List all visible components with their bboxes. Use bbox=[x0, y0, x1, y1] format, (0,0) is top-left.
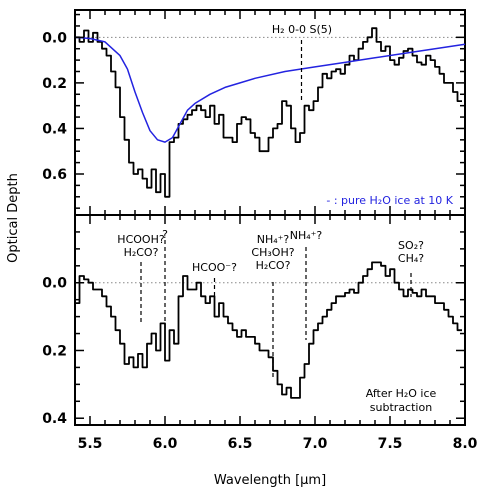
top-panel-frame bbox=[74, 9, 466, 216]
x-tick-label: 7.0 bbox=[303, 436, 328, 452]
annotation-label: CH₃OH? bbox=[251, 246, 294, 259]
x-axis-title: Wavelength [μm] bbox=[214, 473, 326, 488]
series-line-observed bbox=[75, 27, 462, 198]
y-tick-label: 0.2 bbox=[42, 343, 67, 359]
h2-line-label: H₂ 0-0 S(5) bbox=[272, 23, 332, 36]
y-tick-label: 0.2 bbox=[42, 76, 67, 92]
legend-water-ice: - : pure H₂O ice at 10 K bbox=[326, 194, 453, 207]
x-tick-label: 8.0 bbox=[453, 436, 478, 452]
bottom-panel-plot bbox=[75, 261, 465, 399]
note-line-2: subtraction bbox=[370, 401, 432, 414]
note-line-1: After H₂O ice bbox=[366, 387, 437, 400]
y-tick-label: 0.0 bbox=[42, 30, 67, 46]
annotation-label: CH₄? bbox=[398, 252, 424, 265]
annotation-label: SO₂? bbox=[398, 239, 424, 252]
y-tick-label: 0.0 bbox=[42, 276, 67, 292]
y-tick-label: 0.6 bbox=[42, 167, 67, 183]
y-tick-label: 0.4 bbox=[42, 121, 67, 137]
y-tick-label: 0.4 bbox=[42, 411, 67, 427]
x-tick-label: 7.5 bbox=[378, 436, 403, 452]
x-tick-label: 6.5 bbox=[228, 436, 253, 452]
bottom-annotations: HCOOH?H₂CO??HCOO⁻?NH₄⁺?CH₃OH?H₂CO?NH₄⁺?S… bbox=[117, 228, 424, 380]
annotation-label: NH₄⁺? bbox=[257, 233, 290, 246]
annotation-label: HCOO⁻? bbox=[192, 261, 237, 274]
annotation-label: H₂CO? bbox=[256, 259, 291, 272]
annotation-label: NH₄⁺? bbox=[290, 229, 323, 242]
top-panel-plot bbox=[74, 27, 466, 198]
series-line-observed bbox=[75, 261, 462, 399]
series-line-model bbox=[74, 36, 466, 143]
annotation-label: HCOOH? bbox=[117, 233, 165, 246]
axis-ticks: 0.0 0.2 0.4 0.6 0.0 0.2 0.4 5.5 6.0 6.5 7.0 7.5 8.0 bbox=[42, 10, 478, 452]
annotation-label: H₂CO? bbox=[124, 246, 159, 259]
annotation-label: ? bbox=[162, 228, 168, 241]
x-tick-label: 5.5 bbox=[78, 436, 103, 452]
x-tick-label: 6.0 bbox=[153, 436, 178, 452]
y-axis-title: Optical Depth bbox=[6, 173, 21, 263]
